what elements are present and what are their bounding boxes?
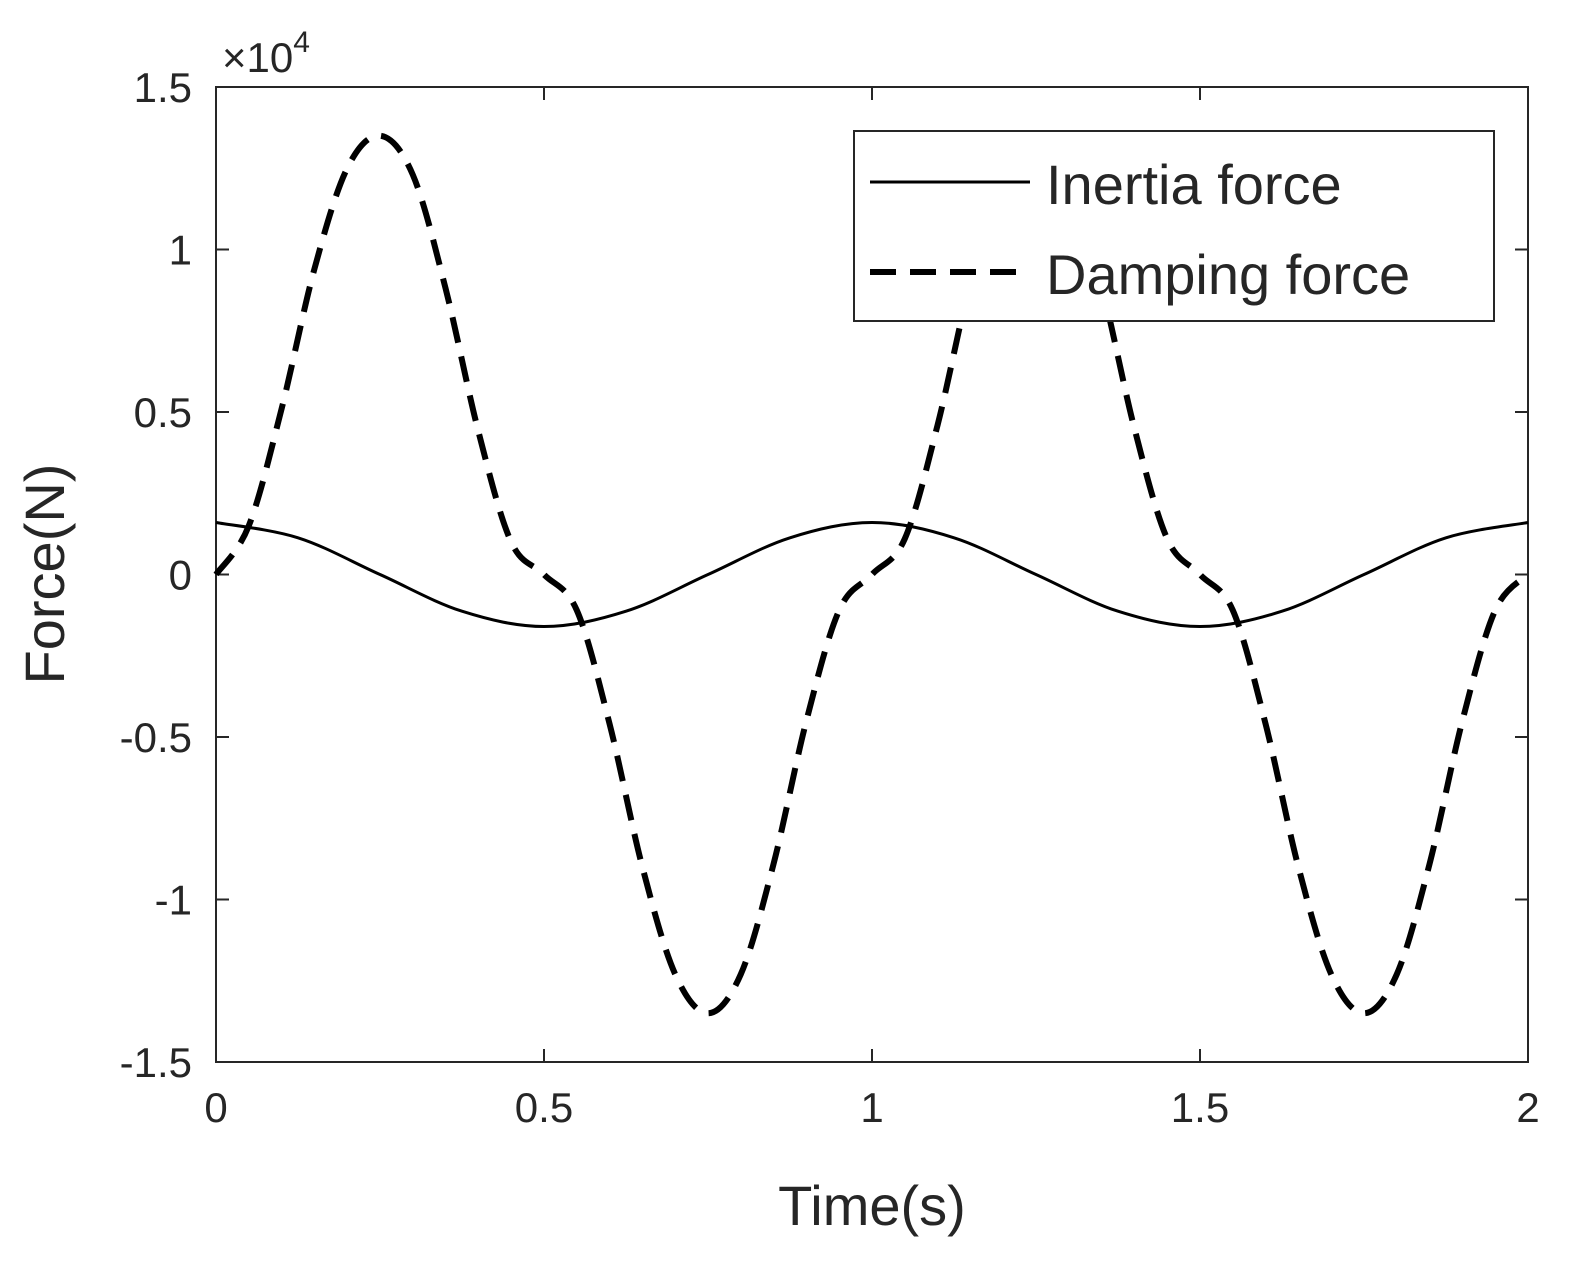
legend: Inertia force Damping force <box>853 130 1495 322</box>
y-tick-label: 0.5 <box>134 389 192 436</box>
x-tick-label: 0.5 <box>515 1084 573 1131</box>
series-line-damping-force <box>213 132 1531 1017</box>
series-layer <box>213 132 1531 1017</box>
y-axis-label: Force(N) <box>13 464 76 685</box>
legend-label-inertia-force: Inertia force <box>1046 153 1342 216</box>
y-exponent-power: 4 <box>293 26 310 59</box>
x-tick-label: 1 <box>860 1084 883 1131</box>
legend-label-damping-force: Damping force <box>1046 243 1410 306</box>
series-line-inertia-force <box>215 521 1529 628</box>
y-tick-label: -0.5 <box>120 714 192 761</box>
legend-box <box>853 130 1495 322</box>
ticks-layer <box>215 86 1529 1063</box>
y-exponent-label: ×104 <box>222 26 310 81</box>
y-tick-label: -1 <box>155 877 192 924</box>
y-exponent-base: ×10 <box>222 34 293 81</box>
y-tick-label: 0 <box>169 552 192 599</box>
y-tick-label: 1.5 <box>134 64 192 111</box>
tick-labels-layer: 0 0.5 1 1.5 2 -1.5 -1 -0.5 0 0.5 1 1.5 <box>120 64 1540 1131</box>
y-tick-label: 1 <box>169 227 192 274</box>
x-tick-label: 0 <box>204 1084 227 1131</box>
x-tick-label: 1.5 <box>1171 1084 1229 1131</box>
x-axis-label: Time(s) <box>778 1174 966 1237</box>
x-tick-label: 2 <box>1516 1084 1539 1131</box>
y-tick-label: -1.5 <box>120 1039 192 1086</box>
